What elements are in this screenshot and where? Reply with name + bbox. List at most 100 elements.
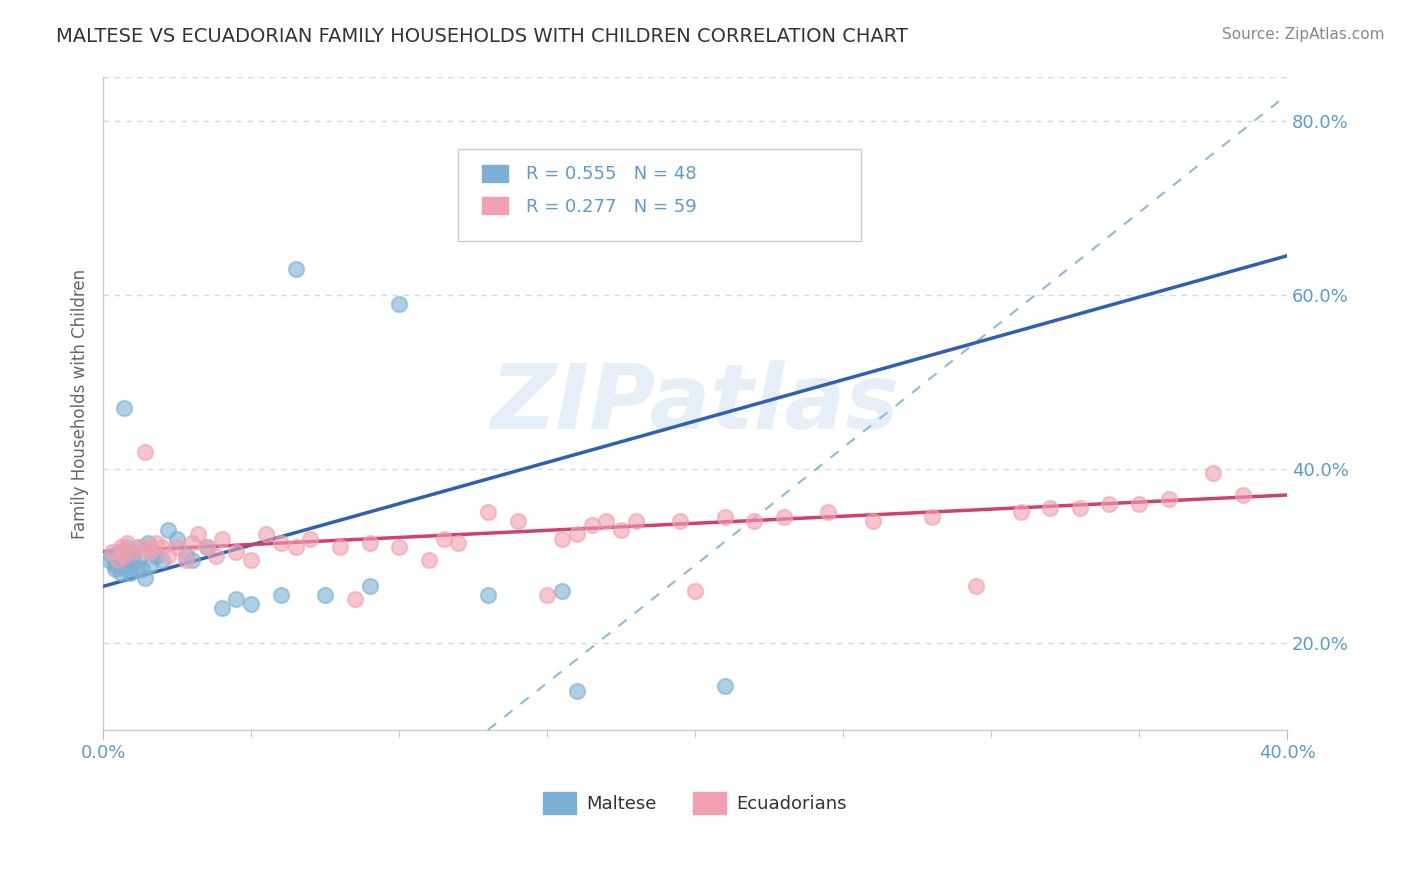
Point <box>121 553 143 567</box>
Point <box>107 544 129 558</box>
Point <box>551 583 574 598</box>
Point <box>128 553 150 567</box>
Point <box>240 597 263 611</box>
Point <box>118 553 141 567</box>
Point <box>121 544 143 558</box>
Point <box>115 536 138 550</box>
Point <box>211 601 233 615</box>
Point <box>565 683 588 698</box>
Point <box>145 549 167 563</box>
Point <box>139 544 162 558</box>
Legend: Maltese, Ecuadorians: Maltese, Ecuadorians <box>536 785 855 821</box>
Point <box>181 553 204 567</box>
Point <box>506 514 529 528</box>
Point <box>107 549 129 563</box>
Point <box>565 527 588 541</box>
Point <box>713 509 735 524</box>
Point <box>477 588 499 602</box>
Point <box>110 540 132 554</box>
Point <box>125 562 148 576</box>
Point <box>104 562 127 576</box>
Point <box>115 562 138 576</box>
Point <box>1098 497 1121 511</box>
Point <box>1157 492 1180 507</box>
Text: MALTESE VS ECUADORIAN FAMILY HOUSEHOLDS WITH CHILDREN CORRELATION CHART: MALTESE VS ECUADORIAN FAMILY HOUSEHOLDS … <box>56 27 908 45</box>
Point <box>128 540 150 554</box>
Point <box>551 532 574 546</box>
Point <box>284 261 307 276</box>
Point <box>610 523 633 537</box>
Point <box>150 553 173 567</box>
Point <box>624 514 647 528</box>
Text: R = 0.555   N = 48: R = 0.555 N = 48 <box>526 165 696 183</box>
Point <box>432 532 454 546</box>
Point <box>136 536 159 550</box>
Point <box>595 514 617 528</box>
Point <box>329 540 352 554</box>
Point <box>683 583 706 598</box>
Point <box>343 592 366 607</box>
Point <box>359 579 381 593</box>
Point <box>134 571 156 585</box>
Point <box>104 558 127 572</box>
FancyBboxPatch shape <box>458 149 860 241</box>
Point <box>150 540 173 554</box>
Point <box>299 532 322 546</box>
Point <box>211 532 233 546</box>
Point <box>121 544 143 558</box>
Point <box>157 549 180 563</box>
Point <box>669 514 692 528</box>
Point <box>110 553 132 567</box>
Point <box>112 544 135 558</box>
Point <box>254 527 277 541</box>
Point <box>1039 501 1062 516</box>
Point <box>131 562 153 576</box>
Point <box>118 566 141 581</box>
Point <box>134 444 156 458</box>
Point <box>447 536 470 550</box>
Point <box>166 540 188 554</box>
Point <box>112 549 135 563</box>
Point <box>1202 467 1225 481</box>
Point <box>145 536 167 550</box>
Point <box>1232 488 1254 502</box>
Text: ZIPatlas: ZIPatlas <box>491 359 900 448</box>
Point <box>98 553 121 567</box>
Point <box>166 532 188 546</box>
Point <box>240 553 263 567</box>
Point <box>270 588 292 602</box>
Point <box>136 540 159 554</box>
Point <box>1069 501 1091 516</box>
Point <box>115 540 138 554</box>
Point <box>536 588 558 602</box>
Point <box>773 509 796 524</box>
Point <box>359 536 381 550</box>
Point <box>107 553 129 567</box>
Point <box>174 549 197 563</box>
Point <box>1128 497 1150 511</box>
Point <box>112 558 135 572</box>
Point <box>284 540 307 554</box>
Point <box>128 540 150 554</box>
Point <box>817 505 839 519</box>
Point <box>204 549 226 563</box>
Point <box>314 588 336 602</box>
Point <box>139 558 162 572</box>
Point <box>195 540 218 554</box>
Point <box>181 536 204 550</box>
Point <box>862 514 884 528</box>
Point <box>388 540 411 554</box>
Point <box>110 544 132 558</box>
Point <box>110 566 132 581</box>
Point <box>477 505 499 519</box>
Point <box>388 296 411 310</box>
Point <box>195 540 218 554</box>
Point <box>581 518 603 533</box>
Bar <box>482 197 508 214</box>
Point <box>742 514 765 528</box>
Point <box>418 553 440 567</box>
Point <box>187 527 209 541</box>
Point <box>115 553 138 567</box>
Point <box>270 536 292 550</box>
Point <box>225 544 247 558</box>
